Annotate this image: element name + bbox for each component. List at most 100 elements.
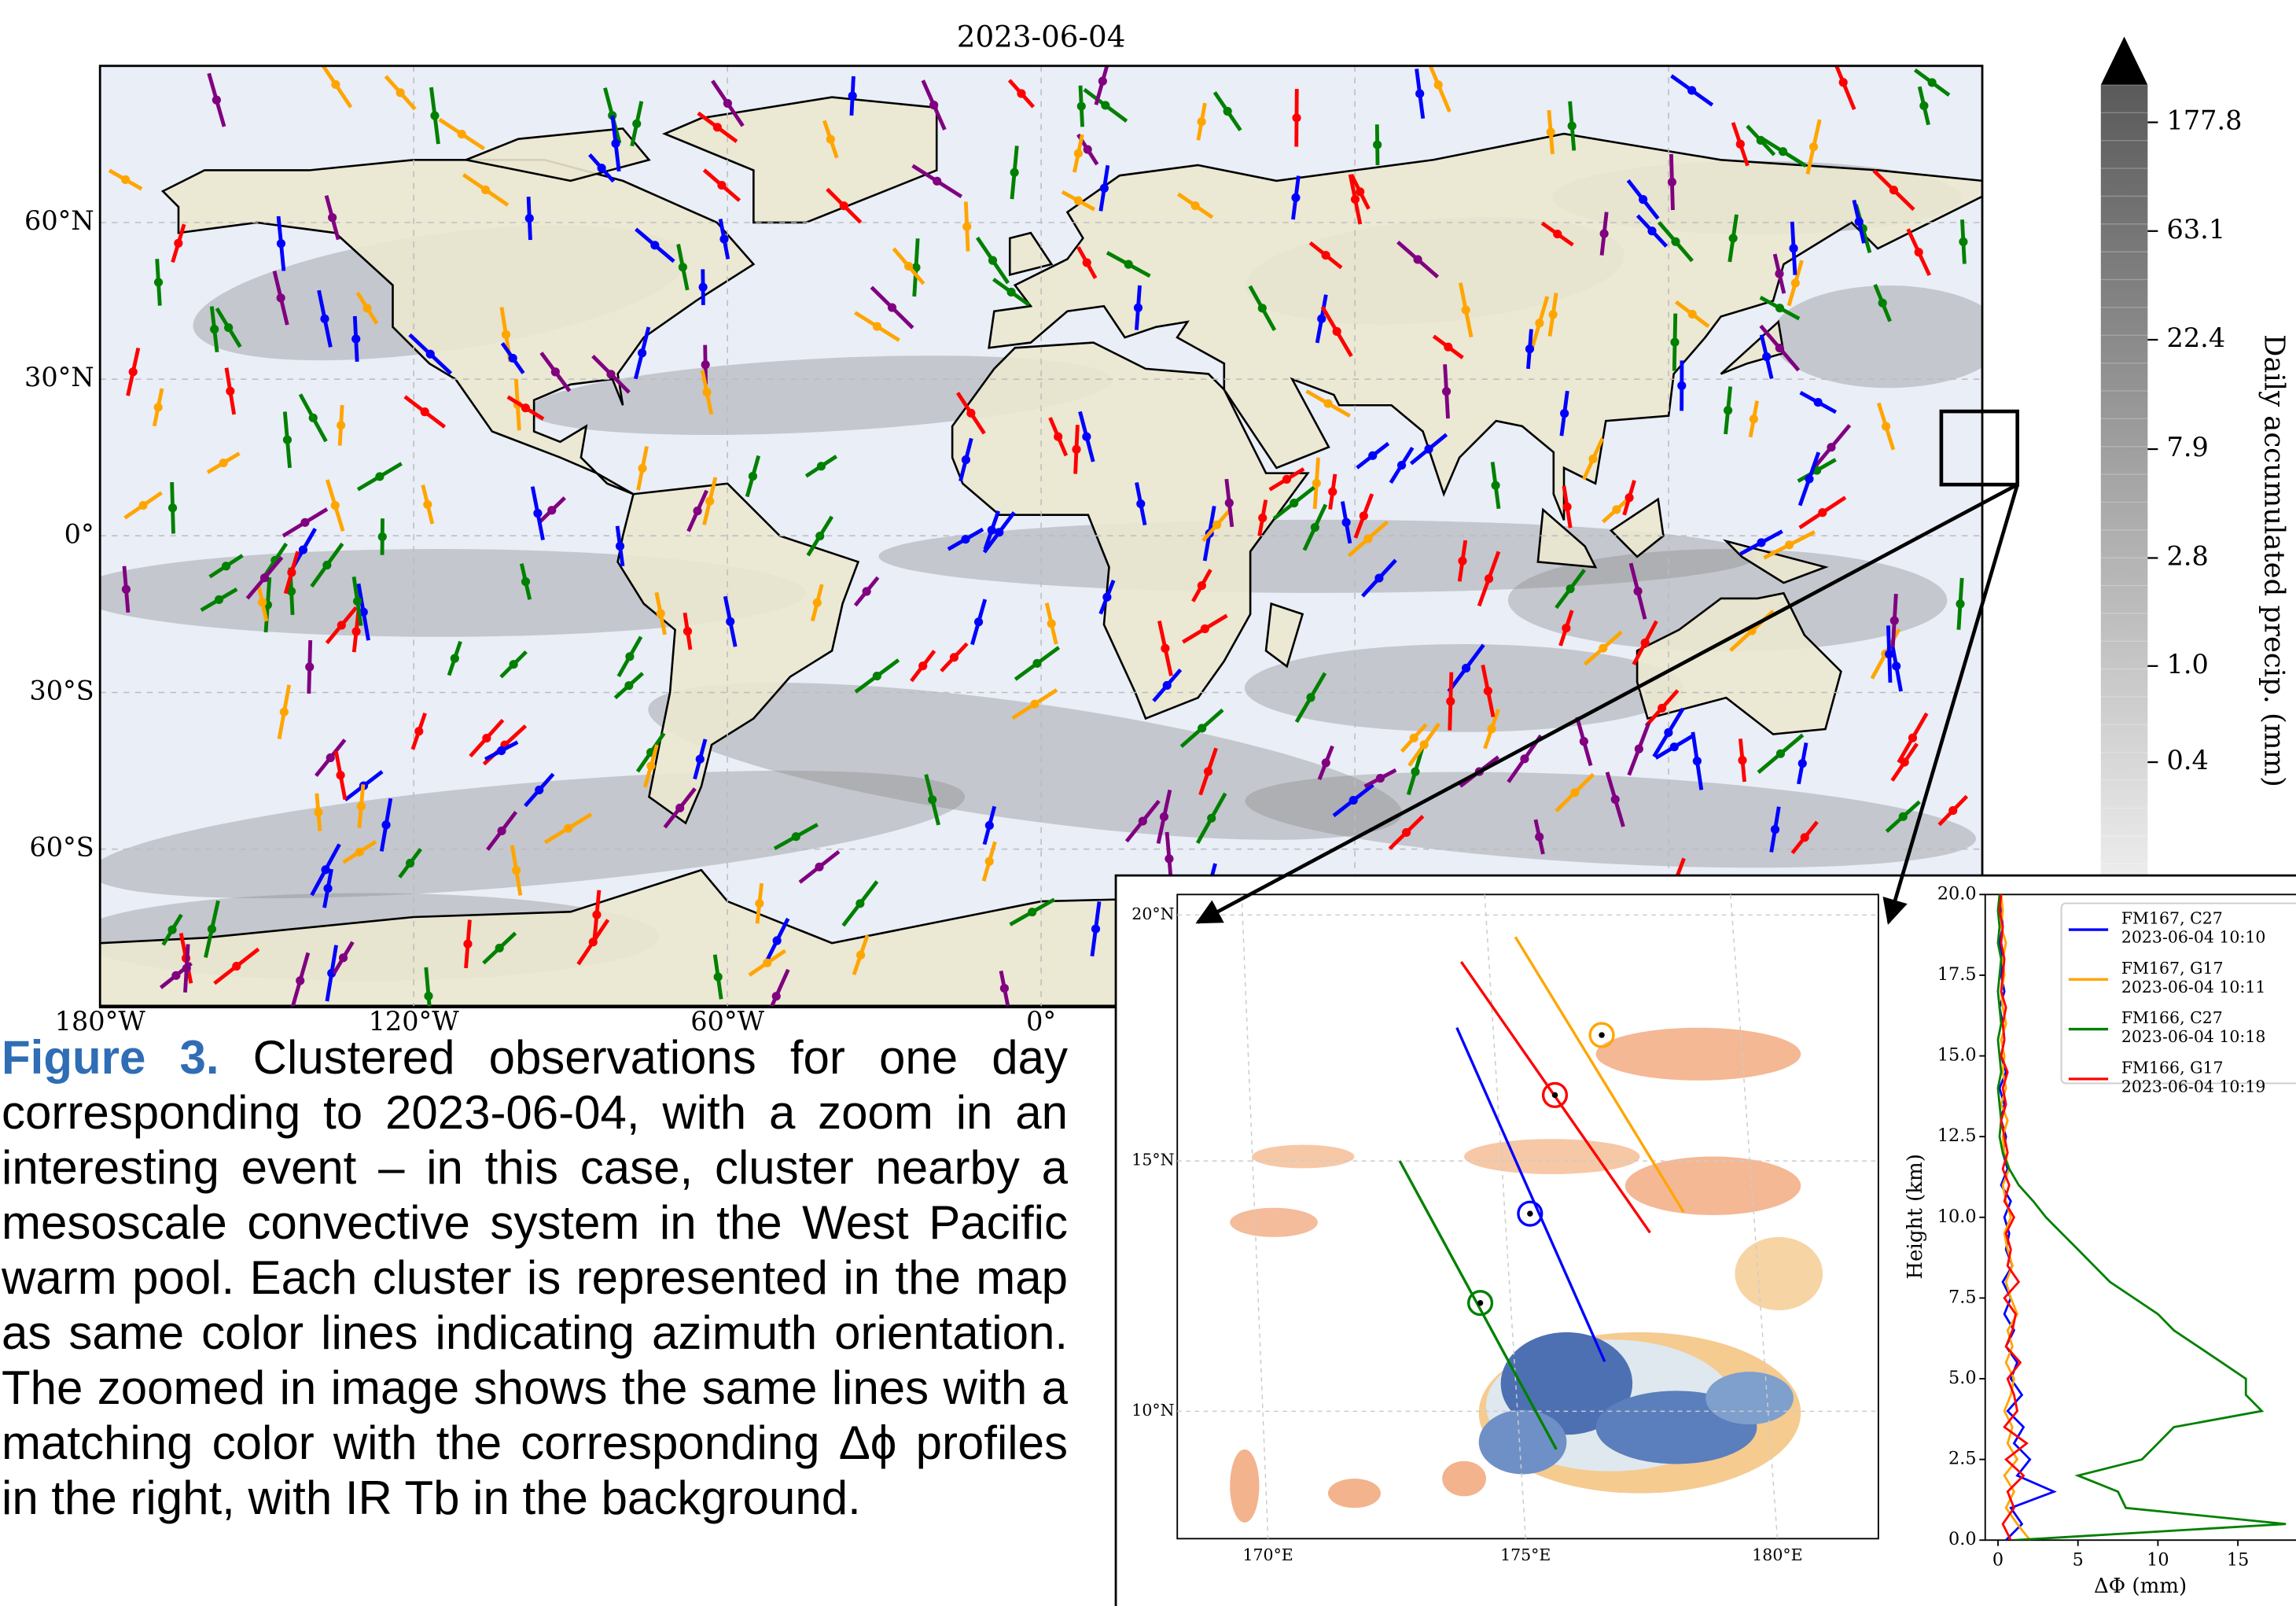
cloud <box>1625 1157 1801 1215</box>
page: {"map": {"title": "2023-06-04", "lat_lab… <box>0 0 2296 1606</box>
observation-point <box>1827 443 1835 451</box>
observation-point <box>763 959 771 967</box>
observation-point <box>1083 258 1091 267</box>
cloud <box>1735 1237 1823 1310</box>
zoom-lon-label: 180°E <box>1752 1545 1802 1564</box>
observation-point <box>1312 479 1321 488</box>
observation-point <box>381 820 390 829</box>
observation-point <box>1805 474 1813 483</box>
observation-point <box>260 573 269 582</box>
observation-point <box>1363 535 1372 543</box>
colorbar-tick-label: 0.4 <box>2167 745 2209 775</box>
observation-point <box>1724 406 1732 414</box>
observation-point <box>1491 481 1499 490</box>
cloud <box>1328 1479 1381 1508</box>
legend-time: 2023-06-04 10:18 <box>2121 1027 2266 1046</box>
observation-point <box>1855 217 1864 226</box>
observation-point <box>1207 814 1216 823</box>
observation-point <box>320 315 329 323</box>
legend-time: 2023-06-04 10:10 <box>2121 928 2266 947</box>
observation-point <box>129 367 138 376</box>
observation-point <box>1535 832 1544 841</box>
observation-point <box>171 971 180 980</box>
observation-point <box>1225 499 1234 507</box>
observation-point <box>1102 593 1111 602</box>
observation-point <box>1349 796 1358 805</box>
observation-point <box>1677 381 1686 390</box>
observation-point <box>328 213 337 222</box>
observation-point <box>1191 201 1200 210</box>
observation-point <box>331 80 340 89</box>
observation-point <box>1487 724 1496 733</box>
observation-point <box>625 652 634 661</box>
caption-text: Clustered observations for one day corre… <box>2 1031 1068 1524</box>
observation-point <box>1908 734 1917 742</box>
observation-point <box>719 234 728 243</box>
observation-point <box>1101 101 1109 109</box>
y-tick-label: 7.5 <box>1948 1287 1977 1307</box>
observation-point <box>1566 584 1574 593</box>
observation-point <box>1444 343 1452 352</box>
observation-point <box>1647 227 1656 235</box>
observation-point <box>280 708 289 716</box>
observation-point <box>396 88 405 97</box>
observation-point <box>1342 518 1351 527</box>
x-tick-label: 15 <box>2227 1549 2249 1570</box>
observation-point <box>1775 269 1783 278</box>
observation-point <box>1570 788 1579 797</box>
observation-point <box>226 387 234 396</box>
observation-point <box>1670 742 1679 751</box>
observation-point <box>717 181 726 190</box>
observation-point <box>1292 113 1301 122</box>
lat-label: 30°S <box>29 675 94 705</box>
observation-point <box>714 973 723 982</box>
observation-point <box>1306 693 1315 702</box>
observation-point <box>351 334 360 343</box>
observation-point <box>1639 195 1647 204</box>
observation-point <box>918 661 927 670</box>
observation-point <box>533 509 542 518</box>
observation-point <box>1671 238 1680 246</box>
colorbar-body <box>2101 85 2148 908</box>
observation-point <box>1072 445 1080 454</box>
observation-point <box>283 436 292 444</box>
y-tick-label: 5.0 <box>1948 1368 1977 1388</box>
observation-point <box>521 403 530 412</box>
observation-point <box>749 472 757 481</box>
colorbar-tick-label: 177.8 <box>2167 105 2243 136</box>
observation-point <box>1915 248 1923 256</box>
observation-point <box>856 951 865 960</box>
observation-point <box>1625 493 1634 502</box>
observation-point <box>1356 187 1364 196</box>
observation-point <box>1134 304 1142 312</box>
observation-point <box>611 139 620 148</box>
observation-point <box>1688 310 1697 319</box>
observation-point <box>277 239 285 248</box>
observation-point <box>1520 754 1529 763</box>
zoom-lat-label: 15°N <box>1131 1151 1174 1170</box>
observation-point <box>1729 234 1738 242</box>
observation-point <box>1959 238 1967 246</box>
observation-point <box>1198 724 1206 732</box>
observation-point <box>1956 599 1964 608</box>
observation-point <box>210 325 219 333</box>
observation-point <box>598 164 606 172</box>
legend-name: FM167, G17 <box>2121 959 2224 978</box>
observation-point <box>1397 461 1406 470</box>
observation-point <box>1124 260 1133 269</box>
observation-point <box>1098 77 1107 86</box>
observation-point <box>792 832 800 841</box>
observation-point <box>495 944 504 952</box>
observation-point <box>1458 557 1466 565</box>
observation-point <box>1324 400 1333 408</box>
observation-point <box>232 962 241 971</box>
observation-point <box>224 323 233 332</box>
observation-point <box>1668 178 1676 186</box>
observation-point <box>339 953 348 962</box>
observation-point <box>502 330 510 339</box>
observation-point <box>1322 251 1330 260</box>
observation-point <box>168 503 177 512</box>
x-tick-label: 0 <box>1992 1549 2003 1570</box>
observation-point <box>1560 409 1569 418</box>
observation-point <box>1928 78 1937 87</box>
